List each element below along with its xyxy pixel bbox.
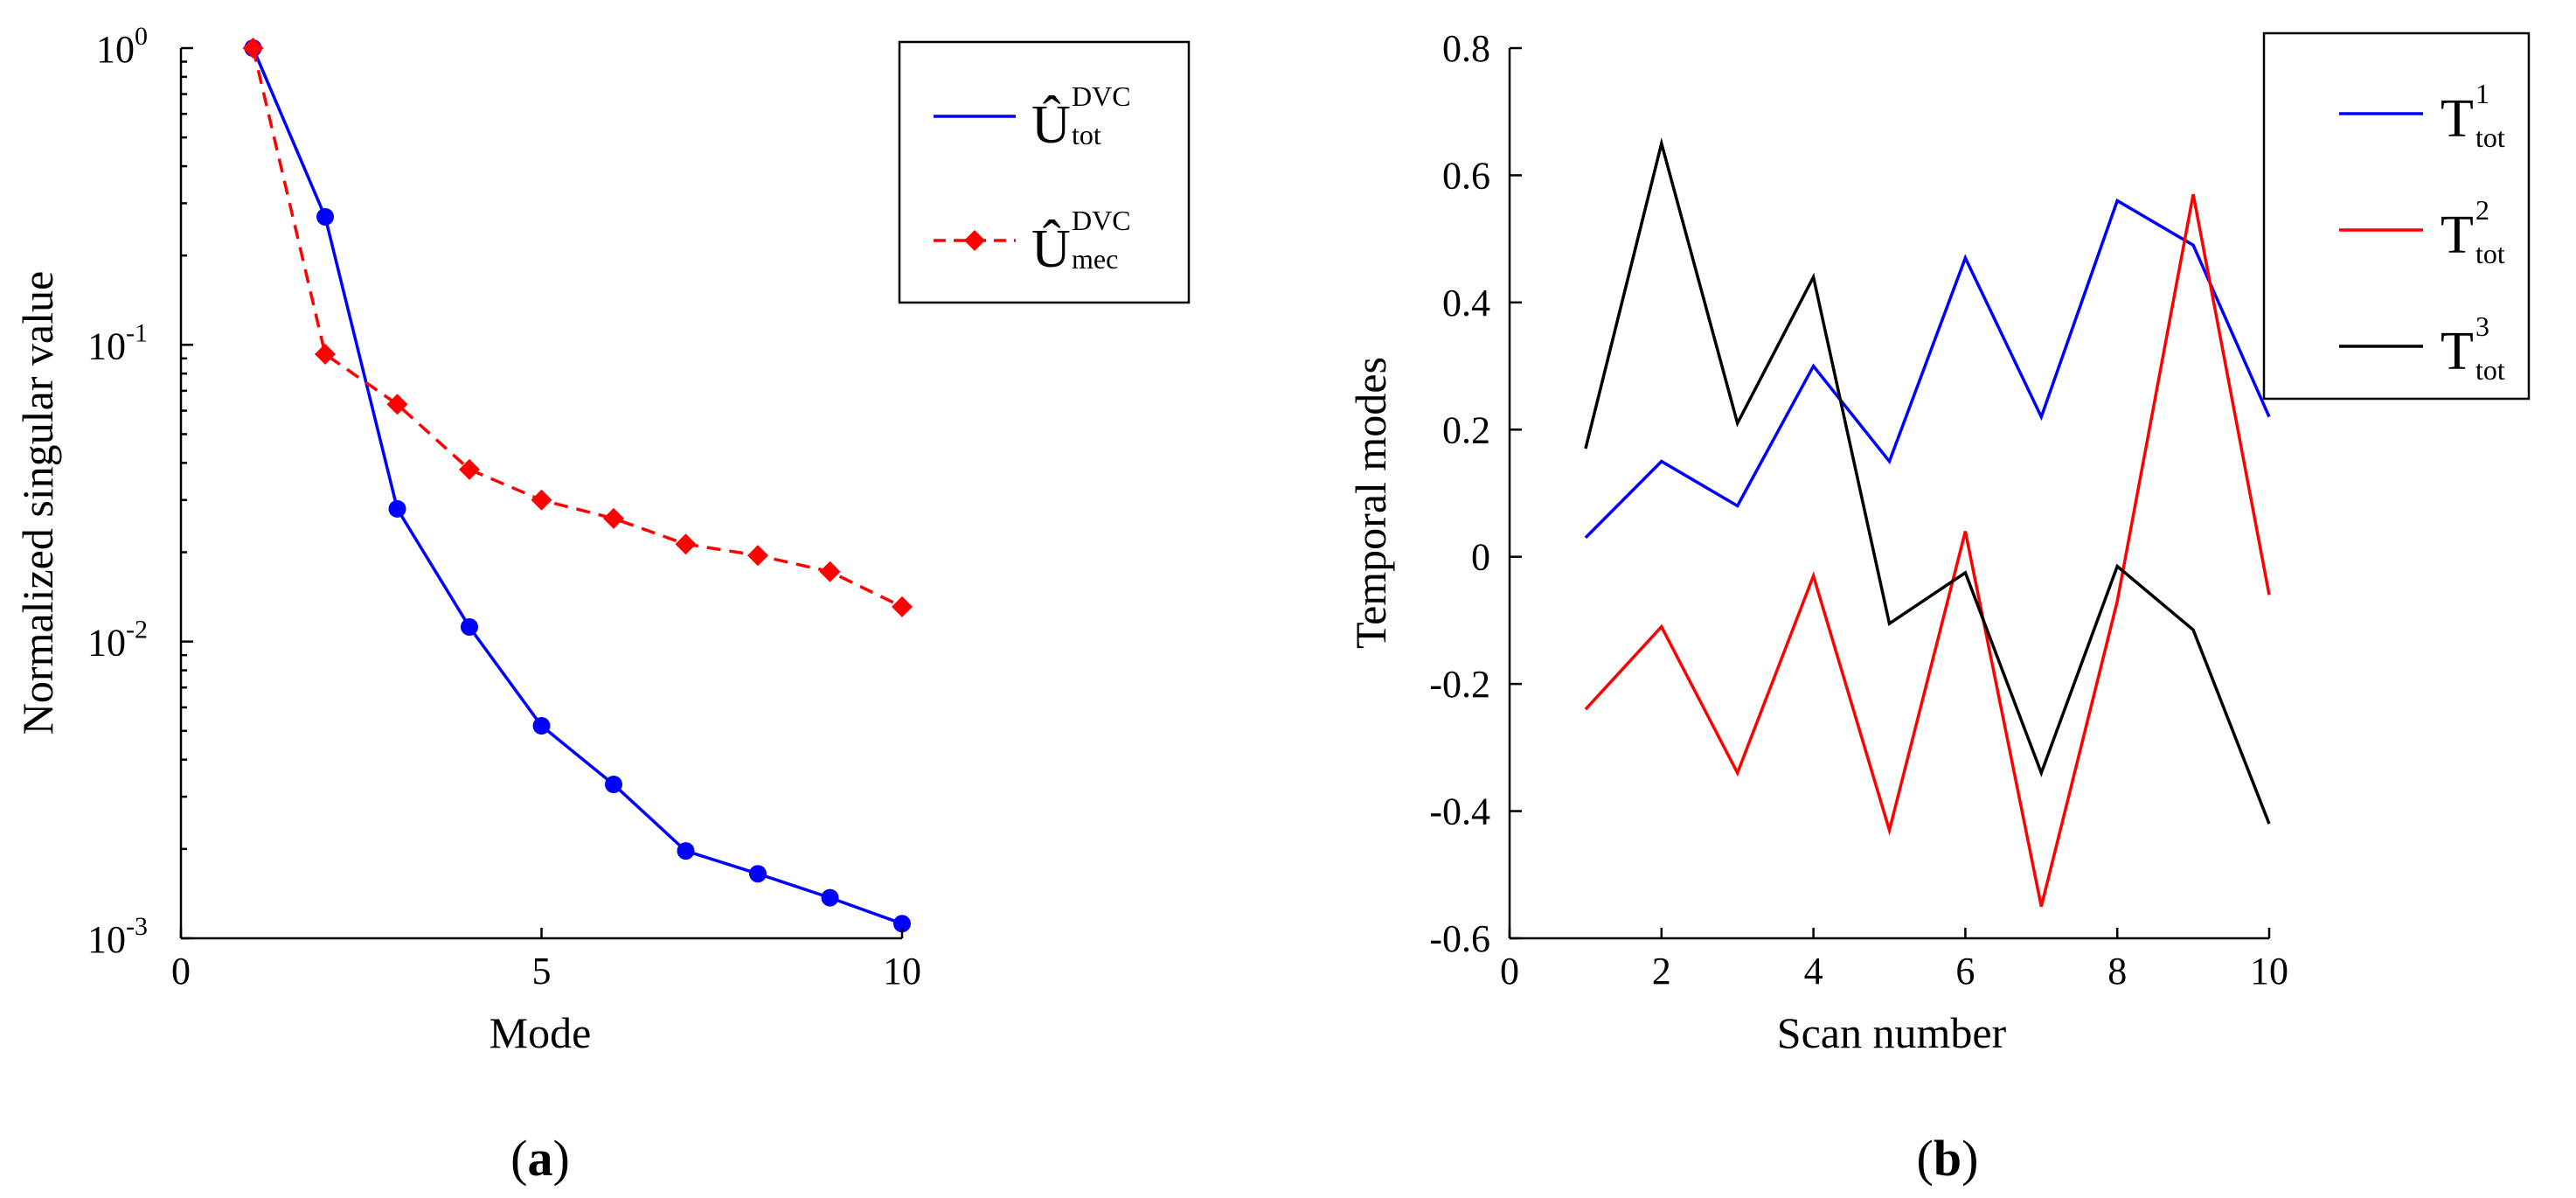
- chart-a-legend-swatch-marker: [964, 230, 985, 251]
- chart-a-data-point: [242, 38, 264, 59]
- chart-a-x-tick-label: 5: [532, 950, 552, 993]
- chart-b-x-tick-label: 4: [1804, 950, 1823, 993]
- chart-a-data-point: [388, 499, 406, 518]
- chart-a-y-tick-label: 10-2: [87, 616, 148, 665]
- chart-b-x-axis-label: Scan number: [1777, 1008, 2007, 1057]
- chart-b-y-tick-label: -0.2: [1429, 663, 1490, 706]
- chart-a-data-point: [747, 545, 768, 567]
- chart-b-legend-label-sub: tot: [2475, 238, 2505, 269]
- chart-b-y-tick-label: 0: [1471, 536, 1490, 579]
- chart-a-plot-area: [242, 38, 913, 933]
- chart-a-data-point: [677, 842, 695, 860]
- chart-a-data-point: [675, 533, 697, 555]
- chart-a-y-tick-exponent: -3: [126, 912, 148, 941]
- chart-a-y-tick-label: 100: [96, 22, 148, 71]
- chart-a-y-tick-exponent: 0: [135, 22, 148, 51]
- chart-a-series-line-1: [251, 47, 903, 925]
- chart-b-y-axis-label: Temporal modes: [1346, 357, 1395, 649]
- chart-a-y-tick-base: 10: [87, 622, 126, 665]
- chart-a-panel-letter: a: [528, 1130, 553, 1187]
- chart-a-data-point: [532, 717, 551, 735]
- chart-b-series-line-2: [1584, 193, 2271, 908]
- chart-b-legend-label-base: T: [2441, 205, 2474, 265]
- chart-b-legend-label-sup: 3: [2475, 310, 2489, 342]
- chart-a-legend-label-base: Û: [1031, 95, 1071, 155]
- chart-a-legend-label-base: Û: [1031, 219, 1071, 279]
- chart-a-data-point: [819, 561, 841, 582]
- chart-b-panel-label: (b): [1917, 1130, 1979, 1187]
- chart-b-legend-label-sub: tot: [2475, 354, 2505, 386]
- chart-b-series-line-3: [1584, 137, 2271, 825]
- chart-a-y-tick-label: 10-1: [87, 318, 148, 367]
- chart-b-legend-label-sup: 1: [2475, 78, 2489, 109]
- chart-b-series-line-1: [1584, 198, 2271, 540]
- chart-a-data-point: [316, 207, 334, 226]
- chart-b-y-tick-label: 0.4: [1442, 282, 1490, 324]
- chart-b-axes: 0 2 4 6 8 10 -0.6 -0.4 -0.2 0 0.2 0.4 0.6 0.8: [1429, 27, 2288, 993]
- chart-a-panel-label: (a): [510, 1130, 570, 1187]
- chart-a-y-tick-base: 10: [96, 28, 135, 71]
- chart-a-data-point: [531, 489, 552, 511]
- chart-panel-b: 0 2 4 6 8 10 -0.6 -0.4 -0.2 0 0.2 0.4 0.6 0.8 Scan nu…: [1346, 27, 2531, 1187]
- chart-a-x-tick-label: 0: [171, 950, 191, 993]
- chart-a-y-tick-label: 10-3: [87, 912, 148, 961]
- chart-b-y-tick-label: 0.2: [1442, 408, 1490, 451]
- chart-b-x-tick-label: 6: [1955, 950, 1975, 993]
- chart-a-y-tick-exponent: -1: [126, 318, 148, 347]
- chart-a-series-line-2: [251, 47, 903, 609]
- chart-b-plot-area: [1584, 137, 2271, 908]
- chart-a-legend-label-sub: tot: [1072, 119, 1101, 150]
- chart-b-legend-label-base: T: [2441, 322, 2474, 381]
- chart-b-legend-label-sup: 2: [2475, 194, 2489, 226]
- chart-b-x-tick-label: 10: [2250, 950, 2288, 993]
- chart-b-legend-label-base: T: [2441, 89, 2474, 149]
- chart-a-data-point: [893, 915, 911, 933]
- chart-a-y-tick-base: 10: [87, 324, 126, 367]
- chart-a-data-point: [315, 344, 336, 366]
- chart-a-legend-label-sup: DVC: [1072, 205, 1131, 236]
- chart-a-x-axis-label: Mode: [490, 1008, 592, 1057]
- chart-a-data-point: [821, 888, 839, 907]
- chart-b-panel-letter: b: [1934, 1130, 1962, 1187]
- chart-a-data-point: [605, 776, 622, 794]
- chart-b-y-tick-label: -0.4: [1429, 791, 1490, 833]
- chart-b-y-tick-label: -0.6: [1429, 917, 1490, 960]
- chart-a-x-tick-label: 10: [883, 950, 921, 993]
- chart-a-y-tick-exponent: -2: [126, 616, 148, 644]
- chart-b-x-tick-label: 0: [1500, 950, 1519, 993]
- chart-b-legend-label-sub: tot: [2475, 122, 2505, 153]
- chart-b-x-tick-label: 2: [1652, 950, 1671, 993]
- chart-b-y-tick-label: 0.6: [1442, 154, 1490, 197]
- chart-a-y-axis-label: Normalized singular value: [13, 271, 62, 735]
- chart-a-legend-label-sub: mec: [1072, 243, 1118, 275]
- chart-b-legend-box: [2262, 31, 2531, 400]
- chart-a-data-point: [386, 394, 408, 415]
- chart-b-x-tick-label: 8: [2107, 950, 2127, 993]
- chart-a-data-point: [459, 458, 480, 480]
- chart-a-legend-label-sup: DVC: [1072, 80, 1131, 112]
- chart-a-y-tick-base: 10: [87, 918, 126, 961]
- chart-b-y-tick-label: 0.8: [1442, 27, 1490, 70]
- chart-a-legend-box: [898, 40, 1191, 304]
- chart-a-data-point: [461, 617, 478, 636]
- chart-a-data-point: [749, 865, 767, 883]
- chart-a-data-point: [603, 507, 624, 529]
- chart-a-data-point: [892, 596, 913, 617]
